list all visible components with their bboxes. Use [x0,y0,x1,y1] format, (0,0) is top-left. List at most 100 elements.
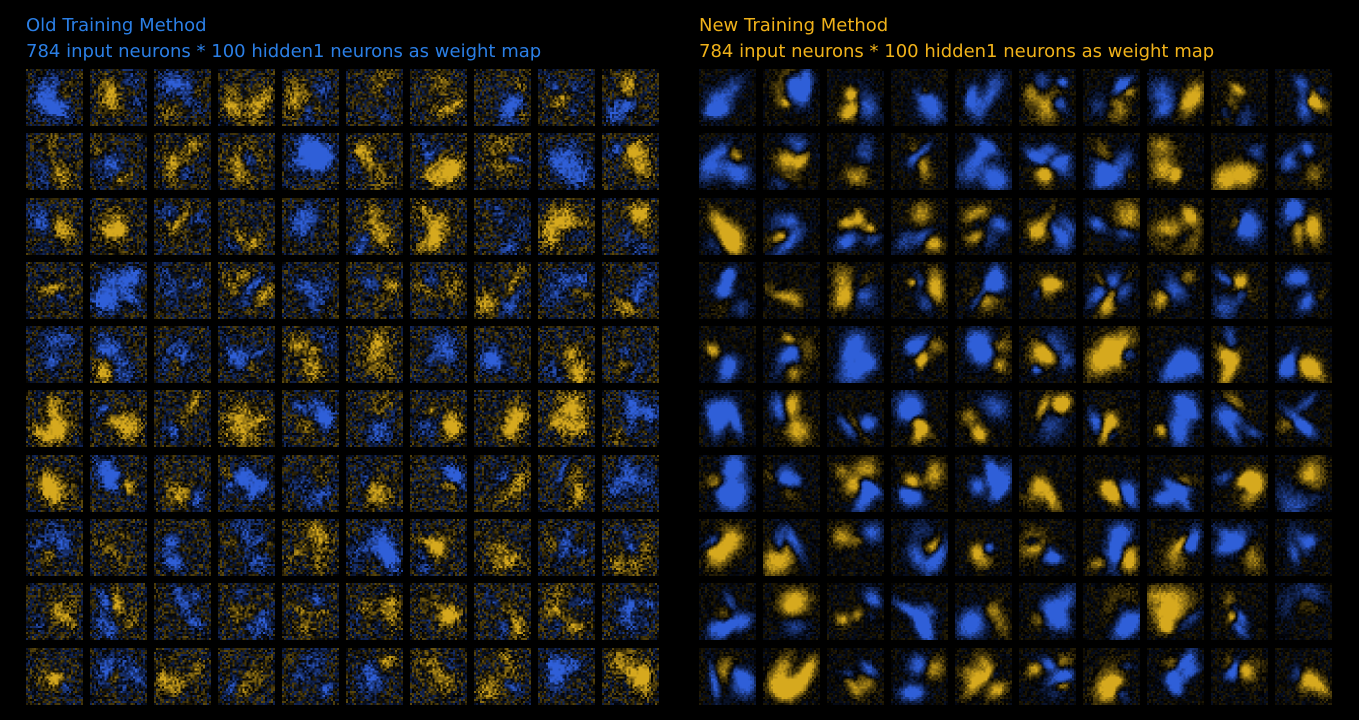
weight-map-tile [90,390,147,448]
weight-map-tile [1083,197,1140,255]
weight-map-image [1083,261,1140,319]
weight-map-tile [1083,133,1140,191]
weight-map-tile [699,454,756,512]
weight-map-tile [1083,390,1140,448]
weight-map-tile [763,133,820,191]
weight-map-image [218,583,275,641]
weight-map-tile [538,647,595,705]
weight-map-image [538,454,595,512]
weight-map-tile [410,390,467,448]
weight-map-image [955,69,1012,126]
weight-map-tile [154,133,211,191]
weight-map-image [26,69,83,126]
weight-map-image [154,390,211,448]
weight-map-image [26,197,83,255]
weight-map-image [1083,133,1140,191]
weight-map-image [1019,69,1076,126]
weight-map-tile [26,197,83,255]
weight-map-image [827,390,884,448]
weight-map-image [410,454,467,512]
weight-map-tile [763,261,820,319]
weight-map-tile [90,583,147,641]
weight-map-image [602,133,659,191]
weight-map-image [699,326,756,384]
weight-map-image [282,326,339,384]
weight-map-tile [1147,261,1204,319]
weight-map-tile [282,519,339,577]
weight-map-image [1019,326,1076,384]
weight-map-image [538,390,595,448]
weight-map-image [538,133,595,191]
weight-map-tile [474,197,531,255]
weight-map-image [26,261,83,319]
weight-map-image [90,133,147,191]
weight-map-image [538,197,595,255]
weight-map-tile [538,390,595,448]
weight-map-tile [346,454,403,512]
new-method-weight-map-grid [699,69,1332,705]
weight-map-image [1211,454,1268,512]
weight-map-tile [1275,261,1332,319]
weight-map-tile [827,454,884,512]
weight-map-image [410,69,467,126]
weight-map-image [1019,454,1076,512]
weight-map-tile [538,583,595,641]
weight-map-image [474,583,531,641]
weight-map-image [763,326,820,384]
weight-map-tile [1275,519,1332,577]
weight-map-tile [26,647,83,705]
weight-map-tile [763,69,820,126]
weight-map-image [602,69,659,126]
weight-map-tile [1083,454,1140,512]
weight-map-image [763,390,820,448]
weight-map-tile [538,69,595,126]
weight-map-image [955,261,1012,319]
weight-map-tile [699,326,756,384]
weight-map-image [891,583,948,641]
weight-map-tile [1147,390,1204,448]
weight-map-image [1275,647,1332,705]
weight-map-tile [827,133,884,191]
weight-map-image [1147,326,1204,384]
weight-map-image [282,454,339,512]
weight-map-tile [154,197,211,255]
weight-map-image [282,261,339,319]
weight-map-image [218,261,275,319]
weight-map-tile [346,261,403,319]
weight-map-tile [1083,261,1140,319]
weight-map-image [891,326,948,384]
weight-map-image [1019,519,1076,577]
weight-map-tile [1083,647,1140,705]
weight-map-image [699,519,756,577]
weight-map-tile [154,583,211,641]
weight-map-image [1275,454,1332,512]
weight-map-image [602,197,659,255]
weight-map-image [602,390,659,448]
weight-map-image [955,519,1012,577]
weight-map-tile [1019,326,1076,384]
weight-map-tile [602,454,659,512]
weight-map-tile [763,390,820,448]
weight-map-tile [1147,583,1204,641]
weight-map-image [1275,261,1332,319]
weight-map-image [410,647,467,705]
weight-map-image [827,454,884,512]
weight-map-tile [90,647,147,705]
weight-map-tile [1019,390,1076,448]
weight-map-tile [410,197,467,255]
weight-map-tile [891,519,948,577]
weight-map-image [763,647,820,705]
weight-map-tile [218,261,275,319]
weight-map-image [955,197,1012,255]
weight-map-tile [1211,197,1268,255]
weight-map-tile [1083,519,1140,577]
weight-map-tile [891,197,948,255]
weight-map-tile [282,197,339,255]
weight-map-image [90,326,147,384]
weight-map-image [1019,583,1076,641]
weight-map-tile [827,197,884,255]
weight-map-image [891,197,948,255]
weight-map-tile [282,583,339,641]
weight-map-tile [955,390,1012,448]
weight-map-image [90,197,147,255]
